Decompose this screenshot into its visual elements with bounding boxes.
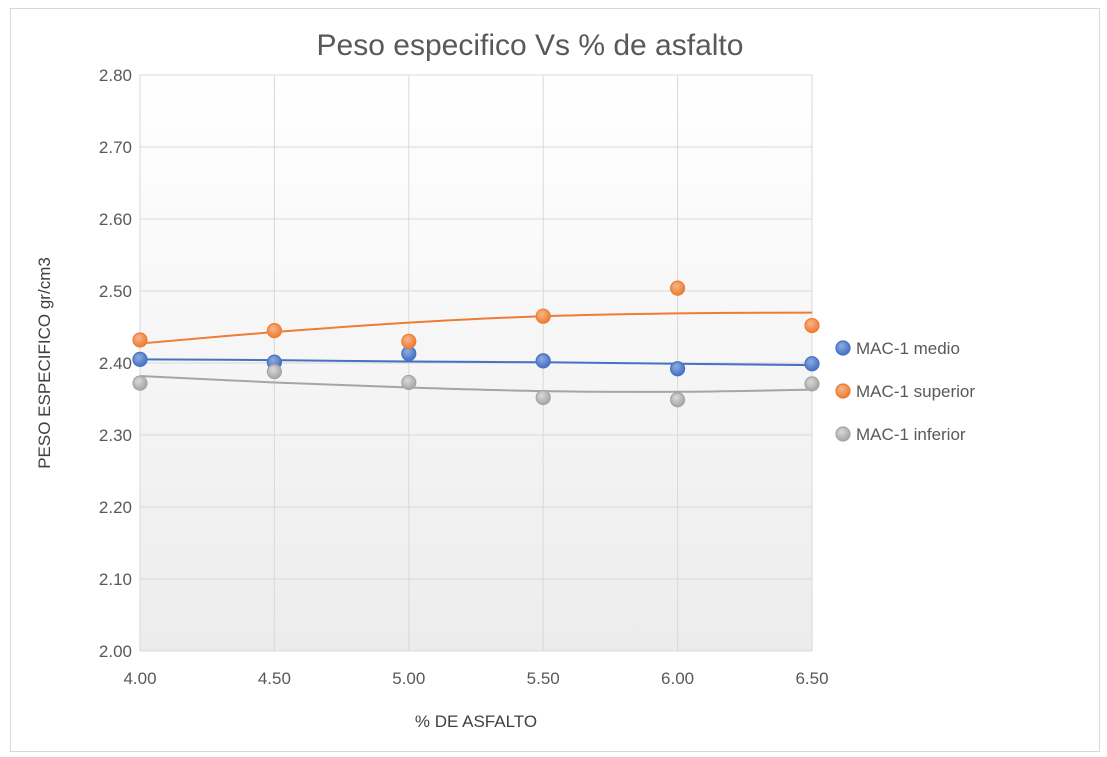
x-tick-label: 4.00 [123,669,156,688]
y-tick-label: 2.20 [99,498,132,517]
legend-marker [835,426,851,442]
data-point-series-0 [132,351,148,367]
trendline-series-1 [139,311,813,345]
trendlines [139,311,813,393]
legend: MAC-1 medio MAC-1 superior MAC-1 inferior [835,339,975,444]
data-point-series-0 [804,356,820,372]
chart-border [10,8,1100,752]
x-tick-label: 5.00 [392,669,425,688]
legend-label: MAC-1 superior [856,382,975,401]
data-point-series-1 [266,323,282,339]
data-point-series-2 [804,376,820,392]
data-point-series-2 [266,364,282,380]
data-point-series-0 [535,353,551,369]
y-tick-label: 2.40 [99,354,132,373]
trendline-series-0 [139,358,813,367]
data-point-series-2 [535,389,551,406]
y-tick-label: 2.00 [99,642,132,661]
y-tick-label: 2.80 [99,66,132,85]
legend-marker [835,383,851,399]
x-tick-label: 6.00 [661,669,694,688]
data-point-series-2 [132,375,148,391]
x-tick-label: 6.50 [795,669,828,688]
data-point-series-2 [401,374,417,391]
trendline-series-2 [139,374,813,393]
y-tick-label: 2.70 [99,138,132,157]
data-point-series-1 [669,280,686,296]
data-point-series-1 [804,317,820,334]
y-tick-label: 2.60 [99,210,132,229]
y-tick-label: 2.50 [99,282,132,301]
legend-label: MAC-1 medio [856,339,960,358]
y-tick-label: 2.30 [99,426,132,445]
data-points [132,280,820,408]
data-point-series-2 [669,392,686,408]
chart-title: Peso especifico Vs % de asfalto [317,29,744,62]
y-axis-label: PESO ESPECIFICO gr/cm3 [35,257,54,469]
legend-label: MAC-1 inferior [856,425,966,444]
x-axis-label: % DE ASFALTO [415,712,537,731]
y-tick-label: 2.10 [99,570,132,589]
legend-marker [835,340,851,356]
data-point-series-1 [401,333,417,349]
data-point-series-1 [132,332,148,348]
data-point-series-1 [535,308,551,324]
x-tick-label: 5.50 [527,669,560,688]
data-point-series-0 [669,361,686,377]
tick-labels: 2.00 2.10 2.20 2.30 2.40 2.50 2.60 2.70 2.80 4.00… [99,66,829,688]
x-tick-label: 4.50 [258,669,291,688]
